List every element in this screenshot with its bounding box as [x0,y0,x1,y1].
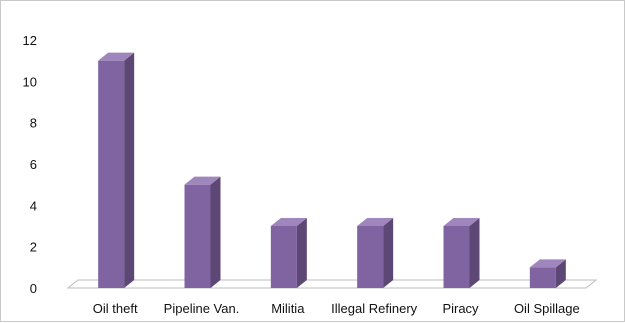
bar-top [529,259,566,268]
bar-top [184,176,221,185]
bar [529,267,556,288]
bar-side [383,218,394,288]
x-tick-label: Oil Spillage [514,301,580,316]
bar-side [124,52,135,288]
x-tick-label: Militia [271,301,305,316]
bar [184,184,211,288]
x-tick-label: Oil theft [93,301,138,316]
bar-side [469,218,480,288]
y-tick-label: 6 [30,157,37,172]
y-tick-label: 4 [30,198,37,213]
chart-floor [66,279,598,289]
bar [443,226,470,288]
bar-side [296,218,307,288]
bar-side [555,259,566,288]
bar [357,226,384,288]
y-tick-label: 0 [30,281,37,296]
bar [270,226,297,288]
y-tick-label: 8 [30,116,37,131]
x-tick-label: Piracy [442,301,479,316]
bar-side [210,176,221,288]
y-tick-label: 10 [23,74,37,89]
x-tick-label: Pipeline Van. [164,301,240,316]
bar-top [443,218,480,226]
bar-top [98,52,135,61]
x-tick-label: Illegal Refinery [331,301,417,316]
y-tick-label: 12 [23,33,37,48]
y-tick-label: 2 [30,240,37,255]
bar [98,60,125,288]
bar-top [270,218,307,226]
bar-top [357,218,394,226]
